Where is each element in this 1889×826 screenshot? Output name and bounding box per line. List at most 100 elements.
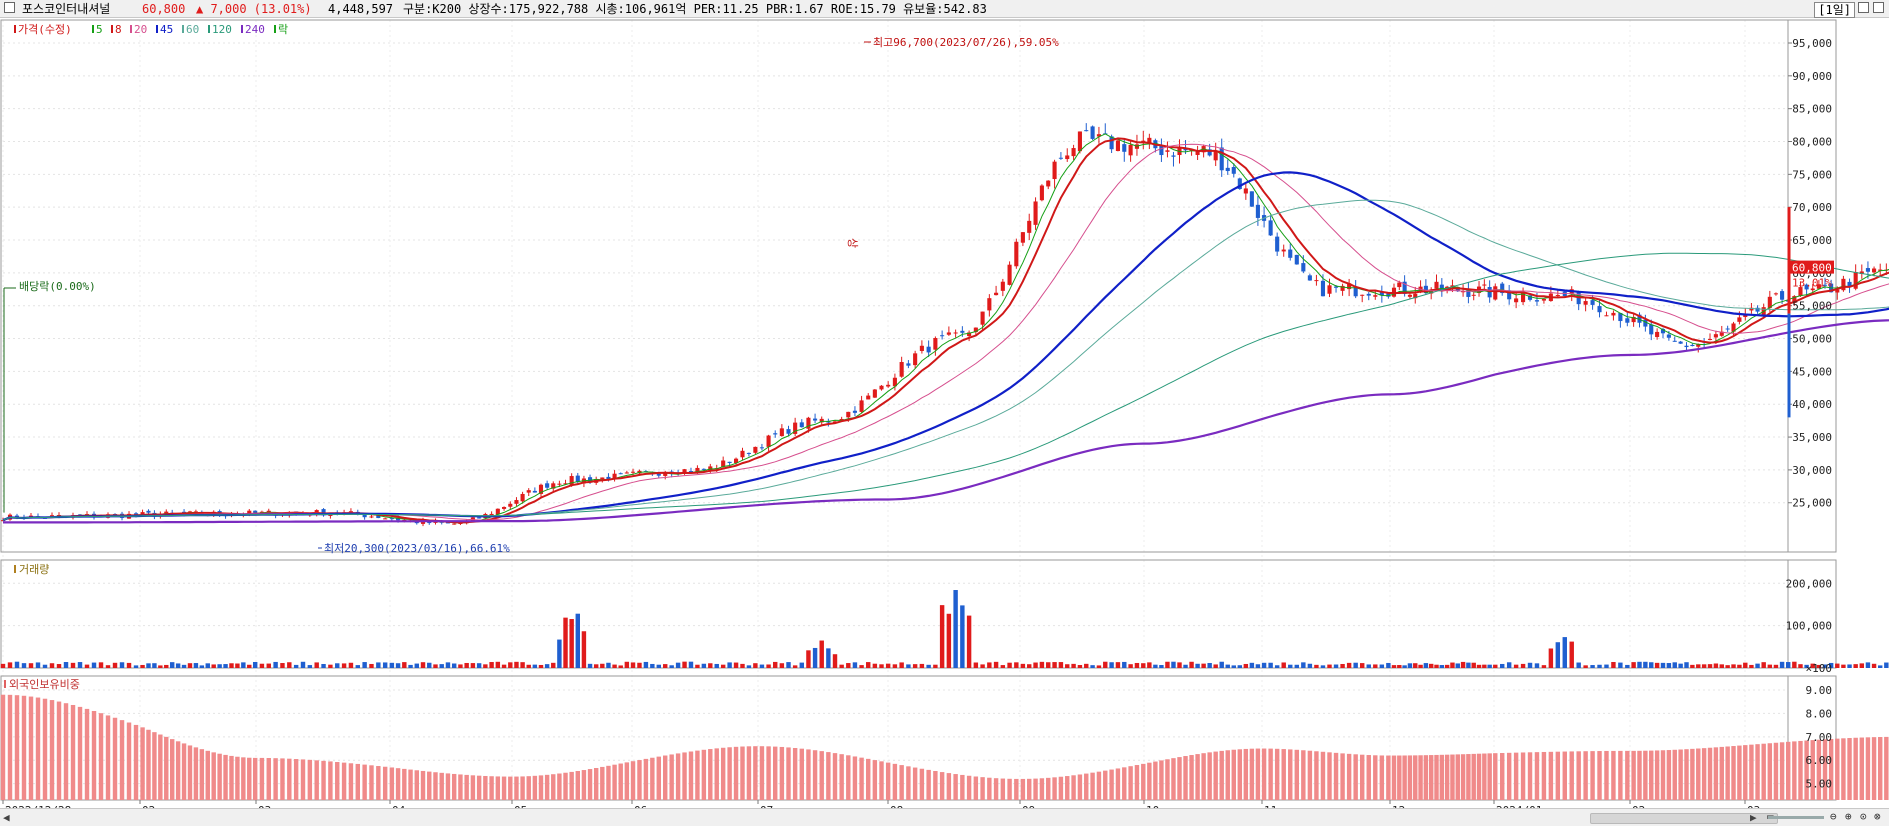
candle: [1749, 307, 1754, 311]
candle: [933, 338, 938, 350]
candle: [746, 452, 751, 454]
scroll-left-icon[interactable]: ◀: [3, 811, 10, 824]
legend-swatch: [111, 25, 113, 33]
candle: [1027, 220, 1032, 233]
volume-bar: [1749, 664, 1754, 668]
candle: [84, 514, 90, 516]
volume-bar: [217, 664, 222, 668]
candle: [569, 476, 574, 486]
volume-bar: [1562, 637, 1567, 668]
volume-tick-label: 100,000: [1786, 620, 1832, 633]
foreign-bar: [675, 753, 681, 800]
zoom-fit-icon[interactable]: ⊗: [1874, 810, 1881, 823]
volume-bar: [1500, 663, 1505, 668]
volume-bar: [885, 663, 891, 668]
volume-bar: [223, 664, 228, 668]
candle: [1534, 300, 1540, 302]
minimize-icon[interactable]: [1858, 2, 1869, 13]
scrollbar[interactable]: ◀ ▶ ▭ ⊖ ⊕ ⊙ ⊗: [0, 808, 1889, 826]
maximize-icon[interactable]: [1873, 2, 1884, 13]
volume-bar: [1743, 662, 1748, 668]
volume-bar: [1696, 664, 1701, 668]
volume-bar: [1096, 665, 1102, 668]
foreign-bar: [1500, 752, 1505, 800]
volume-bar: [1177, 662, 1182, 668]
candle: [369, 516, 374, 518]
volume-bar: [1493, 664, 1498, 668]
zoom-out-icon[interactable]: ⊖: [1830, 810, 1837, 823]
zoom-in-icon[interactable]: ⊕: [1845, 810, 1852, 823]
candle: [1439, 284, 1444, 291]
candle: [526, 490, 531, 493]
volume-bar: [376, 662, 381, 668]
volume-bar: [1583, 665, 1588, 668]
checkbox-icon[interactable]: [4, 2, 15, 13]
candle: [1000, 281, 1005, 291]
foreign-bar: [193, 747, 199, 800]
candle: [859, 400, 864, 412]
volume-bar: [1569, 641, 1574, 668]
foreign-bar: [1288, 749, 1293, 800]
candle: [563, 483, 568, 485]
volume-bar: [1534, 663, 1540, 668]
candle: [846, 411, 851, 418]
volume-bar: [538, 664, 544, 668]
period-button[interactable]: [1일]: [1814, 2, 1855, 18]
foreign-bar: [799, 748, 805, 800]
candle: [1077, 131, 1082, 152]
volume-bar: [1541, 665, 1547, 668]
candle: [612, 473, 617, 480]
date-tick-label: 02: [1632, 804, 1645, 808]
foreign-bar: [382, 766, 388, 800]
volume-bar: [532, 664, 538, 668]
volume-bar: [1865, 662, 1871, 668]
candle: [1115, 140, 1120, 152]
volume-bar: [1391, 665, 1397, 668]
foreign-bar: [708, 749, 713, 800]
legend-item: 45: [160, 23, 173, 36]
volume-bar: [84, 664, 90, 668]
candle: [545, 483, 550, 488]
foreign-bar: [1471, 753, 1476, 800]
volume-bar: [1413, 663, 1418, 668]
foreign-bar: [1353, 754, 1358, 800]
foreign-bar: [1333, 752, 1339, 800]
scroll-right-icon[interactable]: ▶: [1750, 811, 1757, 824]
foreign-bar: [1366, 755, 1371, 800]
volume-bar: [247, 664, 252, 668]
volume-bar: [112, 662, 118, 668]
candle: [987, 298, 992, 311]
volume-bar: [42, 664, 48, 668]
volume-bar: [839, 664, 844, 668]
candle: [839, 418, 844, 421]
foreign-bar: [1460, 754, 1466, 800]
zoom-slider[interactable]: [1768, 816, 1824, 819]
volume-bar: [451, 663, 457, 668]
foreign-bar: [892, 763, 898, 800]
stock-name: 포스코인터내셔널: [22, 2, 111, 16]
foreign-bar: [241, 757, 246, 800]
foreign-bar: [335, 762, 340, 800]
foreign-bar: [259, 757, 265, 800]
volume-bar: [1077, 665, 1083, 668]
stock-chart[interactable]: 배당락(0.00%) 최고96,700(2023/07/26),59.05% 최…: [0, 18, 1889, 808]
foreign-bar: [84, 708, 90, 800]
legend-item: 240: [245, 23, 265, 36]
volume-bar: [321, 663, 326, 668]
volume-bar: [600, 663, 605, 668]
candle: [1122, 144, 1127, 152]
zoom-reset-icon[interactable]: ⊙: [1860, 810, 1867, 823]
foreign-bar: [1402, 755, 1407, 800]
foreign-bar: [321, 760, 326, 800]
volume-bar: [753, 663, 758, 668]
candle: [886, 384, 891, 387]
foreign-bar: [119, 720, 125, 800]
foreign-bar: [1779, 742, 1785, 800]
foreign-bar: [408, 769, 413, 800]
foreign-bar: [1346, 753, 1352, 800]
volume-bar: [193, 663, 199, 668]
candle: [1590, 300, 1595, 305]
foreign-bar: [1201, 753, 1206, 800]
foreign-bar: [1386, 755, 1391, 800]
foreign-bar: [1391, 755, 1397, 800]
